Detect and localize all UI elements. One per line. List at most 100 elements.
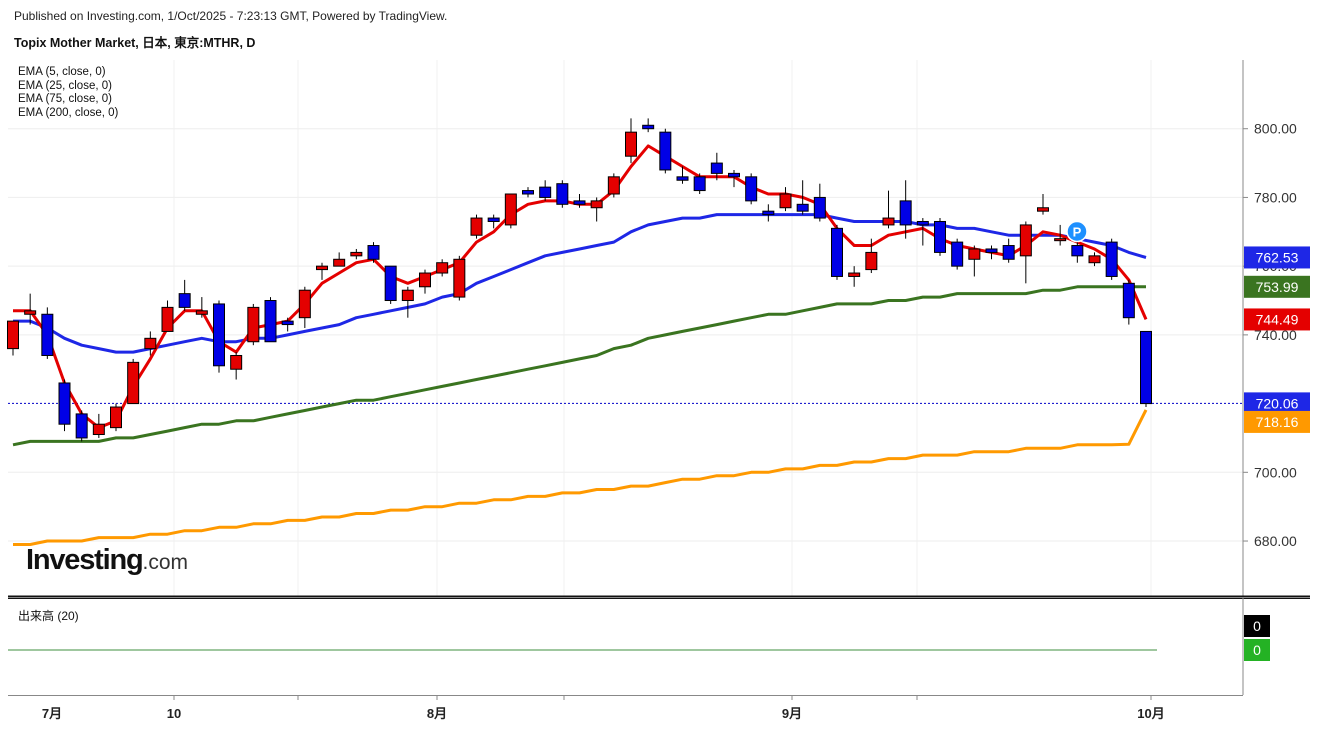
candle-body	[75, 413, 88, 439]
candle	[24, 293, 37, 325]
candle	[436, 259, 449, 277]
candle	[693, 173, 706, 194]
price-tag-bg	[1244, 410, 1310, 433]
volume-tag-bg	[1244, 615, 1270, 637]
candle	[504, 193, 517, 229]
candle-body	[882, 217, 895, 226]
candle	[831, 224, 843, 280]
candle	[556, 180, 569, 208]
candle-body	[1122, 282, 1135, 319]
candle-body	[213, 303, 225, 367]
candle	[110, 403, 122, 432]
candle-body	[573, 200, 586, 205]
candle-body	[659, 131, 672, 171]
candle-body	[470, 217, 483, 236]
candle	[316, 262, 328, 280]
candle-body	[264, 300, 277, 343]
candle	[1105, 238, 1118, 280]
p-marker[interactable]: P	[1066, 220, 1088, 243]
marker-label: P	[1073, 224, 1082, 239]
candle	[401, 286, 414, 318]
legend-ema200: EMA (200, close, 0)	[18, 106, 119, 119]
candle	[813, 183, 826, 222]
candle	[213, 300, 225, 373]
chart-title: Topix Mother Market, 日本, 東京:MTHR, D	[14, 36, 256, 50]
candle-body	[161, 306, 174, 332]
candle-body	[1105, 241, 1118, 277]
candle	[470, 214, 483, 239]
candle-body	[1054, 238, 1067, 242]
candle-body	[367, 245, 380, 260]
candle	[195, 297, 208, 318]
candle	[659, 128, 672, 174]
candle-body	[1037, 207, 1049, 212]
candle	[710, 152, 723, 181]
volume-tag: 0	[1244, 615, 1270, 637]
candle	[968, 245, 981, 277]
candle-body	[195, 310, 208, 315]
candle	[934, 218, 946, 256]
x-axis: 7月 10 8月 9月 10月	[42, 695, 1165, 721]
candle-body	[539, 186, 552, 198]
x-tick-label: 8月	[427, 706, 447, 721]
candle-body	[487, 217, 500, 222]
candle	[367, 242, 380, 263]
candle-body	[247, 306, 260, 343]
price-tags: 762.53 753.99 744.49 720.06 718.16	[1244, 246, 1310, 433]
legend-ema75: EMA (75, close, 0)	[18, 93, 112, 105]
candle	[985, 245, 998, 260]
price-tag-label: 762.53	[1256, 249, 1299, 265]
logo-suffix: .com	[142, 551, 189, 574]
candle-body	[298, 289, 311, 319]
published-line: Published on Investing.com, 1/Oct/2025 -…	[14, 9, 448, 23]
candle	[762, 204, 775, 222]
candle	[590, 197, 603, 222]
candle	[728, 169, 740, 188]
candle	[642, 118, 655, 133]
legend-ema25: EMA (25, close, 0)	[18, 79, 112, 92]
candle-body	[899, 200, 912, 226]
candle-body	[41, 313, 54, 356]
candle	[1019, 221, 1032, 284]
candle-body	[762, 210, 775, 216]
volume-tag-bg	[1244, 639, 1270, 661]
candle	[281, 317, 294, 332]
candle	[899, 180, 912, 239]
candle	[7, 320, 19, 356]
candle	[127, 358, 140, 405]
candle	[419, 269, 431, 294]
candle	[796, 180, 809, 215]
candle-body	[58, 382, 71, 425]
price-tag-bg	[1244, 246, 1310, 269]
volume-label: 出来高 (20)	[18, 609, 79, 623]
candle-body	[230, 354, 243, 370]
candle	[161, 300, 174, 332]
price-tag: 720.06	[1244, 392, 1310, 415]
candle	[453, 255, 466, 301]
candle	[92, 413, 105, 438]
candle-body	[968, 248, 981, 260]
y-tick-label: 700.00	[1254, 464, 1297, 480]
volume-pane: 00	[8, 615, 1270, 661]
volume-tag-label: 0	[1253, 642, 1261, 658]
x-tick-label: 10	[167, 706, 181, 721]
price-tag-bg	[1244, 275, 1310, 298]
candle-body	[607, 176, 620, 195]
x-tick-label: 7月	[42, 706, 62, 721]
candle	[539, 180, 552, 201]
candle	[350, 248, 363, 260]
candle-body	[1071, 245, 1084, 257]
price-tag: 753.99	[1244, 275, 1310, 298]
volume-tag: 0	[1244, 639, 1270, 661]
candle-body	[796, 203, 809, 212]
candle	[1037, 194, 1049, 215]
candle-body	[831, 227, 843, 277]
candle-body	[848, 272, 861, 277]
candle	[487, 214, 500, 229]
y-tick-label: 780.00	[1254, 189, 1297, 205]
candle	[916, 218, 929, 246]
candle	[676, 166, 689, 184]
candle-body	[710, 162, 723, 174]
candle-body	[384, 265, 397, 302]
